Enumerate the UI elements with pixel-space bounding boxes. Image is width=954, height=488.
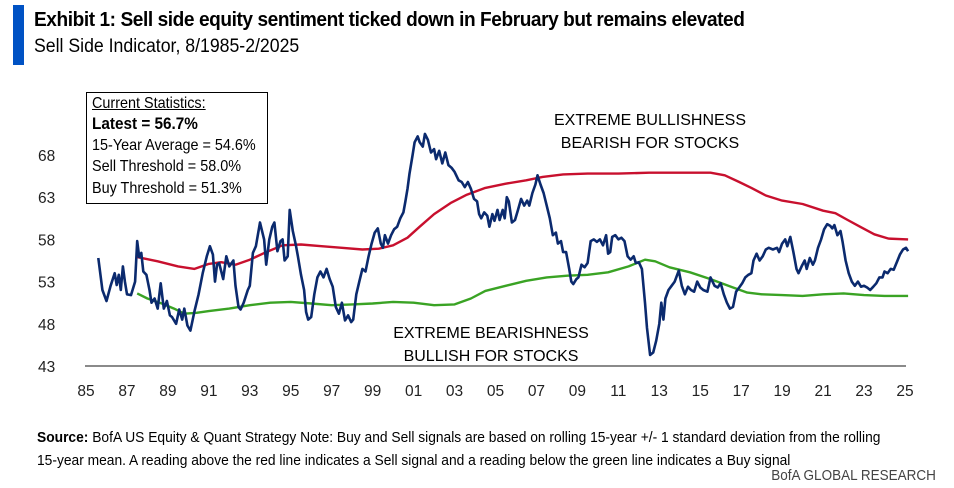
x-tick-label: 85 <box>77 383 94 400</box>
stats-buy-threshold: Buy Threshold = 51.3% <box>92 179 242 197</box>
brand-label: BofA GLOBAL RESEARCH <box>771 467 936 484</box>
annotation-bearish-line2: BULLISH FOR STOCKS <box>404 348 579 365</box>
y-tick-label: 58 <box>38 232 55 249</box>
y-tick-label: 53 <box>38 275 55 292</box>
x-tick-label: 01 <box>405 383 422 400</box>
y-tick-label: 43 <box>38 359 55 376</box>
x-tick-label: 87 <box>118 383 135 400</box>
chart-subtitle: Sell Side Indicator, 8/1985-2/2025 <box>34 36 300 57</box>
stats-heading: Current Statistics: <box>92 95 206 112</box>
source-text-1: BofA US Equity & Quant Strategy Note: Bu… <box>88 429 881 446</box>
x-tick-label: 11 <box>610 383 626 400</box>
series-line-sell-side-indicator <box>97 132 910 357</box>
stats-latest: Latest = 56.7% <box>92 114 198 133</box>
annotation-bearish-line1: EXTREME BEARISHNESS <box>393 325 589 342</box>
x-tick-label: 89 <box>159 383 176 400</box>
y-tick-label: 48 <box>38 317 55 334</box>
x-tick-label: 19 <box>774 383 791 400</box>
chart-title: Exhibit 1: Sell side equity sentiment ti… <box>34 8 745 31</box>
x-tick-label: 99 <box>364 383 381 400</box>
y-tick-label: 63 <box>38 190 55 207</box>
annotation-bullish-line1: EXTREME BULLISHNESS <box>554 112 746 129</box>
stats-15yr-average: 15-Year Average = 54.6% <box>92 136 256 154</box>
stats-sell-threshold: Sell Threshold = 58.0% <box>92 158 242 175</box>
x-tick-label: 23 <box>855 383 872 400</box>
title-accent-bar <box>13 5 24 65</box>
current-statistics-box: Current Statistics: Latest = 56.7% 15-Ye… <box>86 92 268 204</box>
x-tick-label: 97 <box>323 383 340 400</box>
x-tick-label: 15 <box>692 383 709 400</box>
x-tick-label: 03 <box>446 383 463 400</box>
source-note: Source: BofA US Equity & Quant Strategy … <box>37 426 893 472</box>
source-label: Source: <box>37 429 89 446</box>
x-tick-label: 17 <box>733 383 750 400</box>
series-line-buy-threshold <box>136 258 909 315</box>
chart-plot: 43 48 53 58 63 68 85 87 89 91 93 95 97 99 01 03 05 07 09 1… <box>38 112 914 400</box>
x-tick-label: 09 <box>569 383 586 400</box>
x-tick-label: 93 <box>241 383 258 400</box>
x-tick-label: 25 <box>896 383 913 400</box>
x-tick-label: 13 <box>651 383 668 400</box>
x-tick-label: 21 <box>814 383 831 400</box>
y-tick-label: 68 <box>38 148 55 165</box>
annotation-bullish-line2: BEARISH FOR STOCKS <box>561 135 739 152</box>
x-tick-label: 91 <box>200 383 217 400</box>
x-tick-label: 07 <box>528 383 545 400</box>
source-text-2: 15-year mean. A reading above the red li… <box>37 452 791 469</box>
x-tick-label: 05 <box>487 383 504 400</box>
x-tick-label: 95 <box>282 383 299 400</box>
